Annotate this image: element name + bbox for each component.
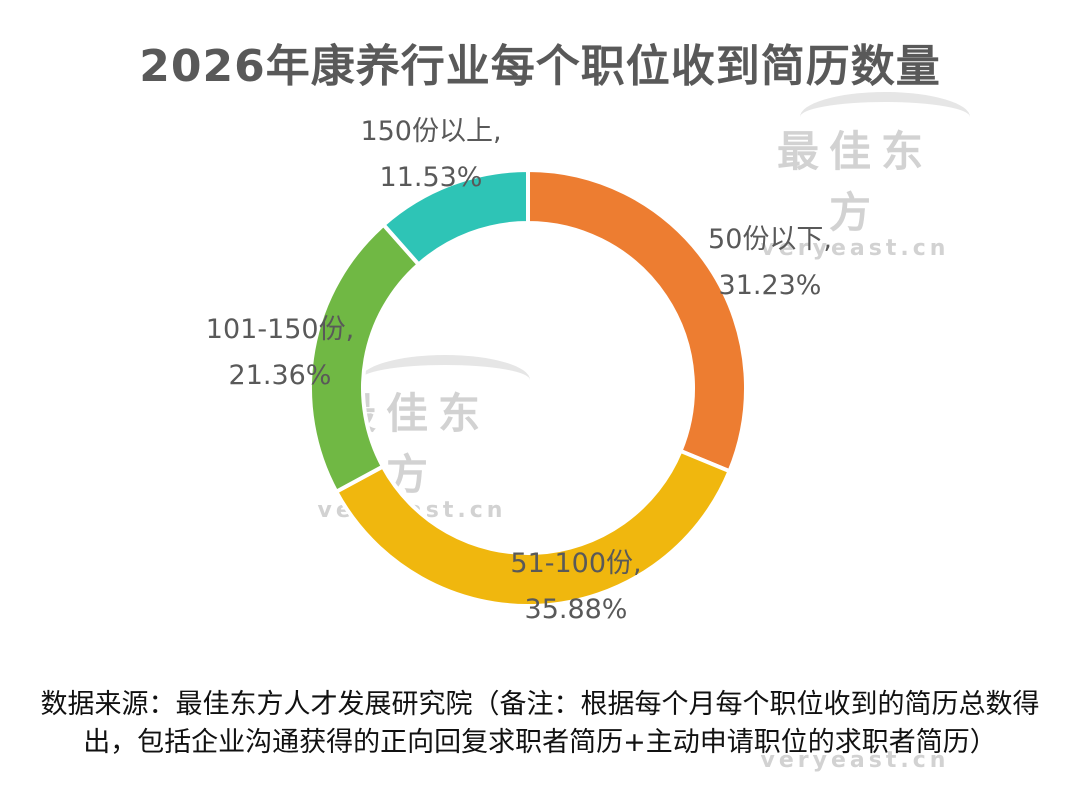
footnote: 数据来源：最佳东方人才发展研究院（备注：根据每个月每个职位收到的简历总数得 出，…: [8, 686, 1072, 762]
page-title: 2026年康养行业每个职位收到简历数量: [139, 41, 941, 92]
slice-value-label: 31.23%: [719, 270, 822, 301]
watermark-logo-top: 最佳东方 veryeast.cn: [755, 118, 955, 261]
donut-slice-3: [308, 221, 422, 495]
footnote-line-1: 数据来源：最佳东方人才发展研究院（备注：根据每个月每个职位收到的简历总数得: [40, 689, 1040, 720]
donut-slice-4: [380, 167, 530, 268]
watermark-en: veryeast.cn: [760, 748, 950, 773]
donut-slices: [308, 167, 748, 608]
watermark-arc: [360, 355, 530, 405]
slice-value-label: 21.36%: [229, 360, 332, 391]
slice-category-label: 51-100份,: [510, 548, 641, 579]
donut-slice-1: [526, 167, 748, 474]
slice-value-label: 11.53%: [380, 162, 483, 193]
watermark-en: veryeast.cn: [760, 236, 950, 261]
watermark-arc: [800, 92, 970, 142]
donut-labels: 50份以下, 31.23% 51-100份, 35.88% 101-150份, 21.36…: [206, 116, 832, 625]
watermark-logo-bottom: veryeast.cn: [755, 748, 955, 773]
donut-slice-2: [333, 448, 733, 608]
slice-category-label: 101-150份,: [206, 314, 354, 345]
footnote-line-2: 出，包括企业沟通获得的正向回复求职者简历+主动申请职位的求职者简历）: [83, 727, 997, 758]
watermark-cn: 最佳东方: [776, 127, 933, 237]
slice-value-label: 35.88%: [525, 594, 628, 625]
slice-category-label: 50份以下,: [708, 224, 832, 255]
slice-category-label: 150份以上,: [360, 116, 501, 147]
